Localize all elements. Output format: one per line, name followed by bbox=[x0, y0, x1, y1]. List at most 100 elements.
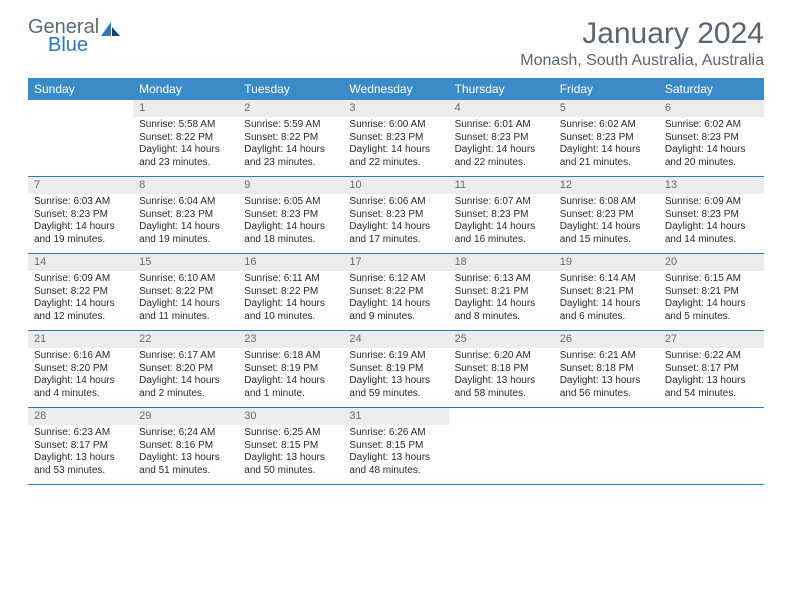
sunset-text: Sunset: 8:23 PM bbox=[560, 132, 653, 145]
calendar-week-row: 7Sunrise: 6:03 AMSunset: 8:23 PMDaylight… bbox=[28, 177, 764, 254]
calendar-day-cell: 11Sunrise: 6:07 AMSunset: 8:23 PMDayligh… bbox=[449, 177, 554, 253]
calendar-day-cell bbox=[449, 408, 554, 484]
calendar-page: GeneralBlue January 2024 Monash, South A… bbox=[0, 0, 792, 503]
daylight-text-2: and 54 minutes. bbox=[665, 388, 758, 401]
calendar-day-cell: 31Sunrise: 6:26 AMSunset: 8:15 PMDayligh… bbox=[343, 408, 448, 484]
day-number: 24 bbox=[343, 331, 448, 349]
day-number: 5 bbox=[554, 100, 659, 118]
daylight-text-2: and 22 minutes. bbox=[455, 157, 548, 170]
day-number: 7 bbox=[28, 177, 133, 195]
calendar-week-row: 1Sunrise: 5:58 AMSunset: 8:22 PMDaylight… bbox=[28, 100, 764, 177]
daylight-text-2: and 11 minutes. bbox=[139, 311, 232, 324]
sunrise-text: Sunrise: 6:15 AM bbox=[665, 273, 758, 286]
daylight-text-2: and 58 minutes. bbox=[455, 388, 548, 401]
daylight-text: Daylight: 14 hours bbox=[34, 221, 127, 234]
calendar-day-cell: 16Sunrise: 6:11 AMSunset: 8:22 PMDayligh… bbox=[238, 254, 343, 330]
daylight-text-2: and 4 minutes. bbox=[34, 388, 127, 401]
day-number: 26 bbox=[554, 331, 659, 349]
sunrise-text: Sunrise: 6:21 AM bbox=[560, 350, 653, 363]
sunrise-text: Sunrise: 6:14 AM bbox=[560, 273, 653, 286]
sunrise-text: Sunrise: 6:23 AM bbox=[34, 427, 127, 440]
calendar-day-cell bbox=[659, 408, 764, 484]
calendar-week-row: 28Sunrise: 6:23 AMSunset: 8:17 PMDayligh… bbox=[28, 408, 764, 485]
sunrise-text: Sunrise: 6:04 AM bbox=[139, 196, 232, 209]
sunrise-text: Sunrise: 6:09 AM bbox=[665, 196, 758, 209]
sunset-text: Sunset: 8:18 PM bbox=[560, 363, 653, 376]
day-details: Sunrise: 6:14 AMSunset: 8:21 PMDaylight:… bbox=[554, 271, 659, 329]
daylight-text-2: and 14 minutes. bbox=[665, 234, 758, 247]
day-number: 16 bbox=[238, 254, 343, 272]
sunrise-text: Sunrise: 6:01 AM bbox=[455, 119, 548, 132]
daylight-text: Daylight: 14 hours bbox=[349, 144, 442, 157]
calendar-day-cell: 14Sunrise: 6:09 AMSunset: 8:22 PMDayligh… bbox=[28, 254, 133, 330]
daylight-text: Daylight: 14 hours bbox=[244, 375, 337, 388]
daylight-text: Daylight: 14 hours bbox=[139, 375, 232, 388]
sunset-text: Sunset: 8:16 PM bbox=[139, 440, 232, 453]
daylight-text-2: and 53 minutes. bbox=[34, 465, 127, 478]
daylight-text-2: and 51 minutes. bbox=[139, 465, 232, 478]
sunrise-text: Sunrise: 6:07 AM bbox=[455, 196, 548, 209]
sunrise-text: Sunrise: 6:12 AM bbox=[349, 273, 442, 286]
logo: GeneralBlue bbox=[28, 18, 122, 55]
daylight-text: Daylight: 14 hours bbox=[244, 221, 337, 234]
calendar-day-cell: 20Sunrise: 6:15 AMSunset: 8:21 PMDayligh… bbox=[659, 254, 764, 330]
sunrise-text: Sunrise: 6:17 AM bbox=[139, 350, 232, 363]
calendar-day-cell: 18Sunrise: 6:13 AMSunset: 8:21 PMDayligh… bbox=[449, 254, 554, 330]
day-number: 3 bbox=[343, 100, 448, 118]
daylight-text: Daylight: 14 hours bbox=[560, 221, 653, 234]
calendar-day-cell: 19Sunrise: 6:14 AMSunset: 8:21 PMDayligh… bbox=[554, 254, 659, 330]
location-text: Monash, South Australia, Australia bbox=[520, 52, 764, 70]
daylight-text: Daylight: 13 hours bbox=[349, 452, 442, 465]
daylight-text-2: and 19 minutes. bbox=[34, 234, 127, 247]
day-details: Sunrise: 6:18 AMSunset: 8:19 PMDaylight:… bbox=[238, 348, 343, 406]
calendar-day-cell: 9Sunrise: 6:05 AMSunset: 8:23 PMDaylight… bbox=[238, 177, 343, 253]
daylight-text-2: and 6 minutes. bbox=[560, 311, 653, 324]
day-details: Sunrise: 6:21 AMSunset: 8:18 PMDaylight:… bbox=[554, 348, 659, 406]
daylight-text: Daylight: 13 hours bbox=[455, 375, 548, 388]
sunrise-text: Sunrise: 6:03 AM bbox=[34, 196, 127, 209]
day-details: Sunrise: 6:16 AMSunset: 8:20 PMDaylight:… bbox=[28, 348, 133, 406]
daylight-text: Daylight: 13 hours bbox=[665, 375, 758, 388]
calendar-day-cell bbox=[554, 408, 659, 484]
day-details: Sunrise: 6:12 AMSunset: 8:22 PMDaylight:… bbox=[343, 271, 448, 329]
sunset-text: Sunset: 8:20 PM bbox=[139, 363, 232, 376]
weekday-header: Saturday bbox=[659, 78, 764, 100]
daylight-text-2: and 18 minutes. bbox=[244, 234, 337, 247]
sunset-text: Sunset: 8:23 PM bbox=[560, 209, 653, 222]
day-details: Sunrise: 6:03 AMSunset: 8:23 PMDaylight:… bbox=[28, 194, 133, 252]
day-number: 31 bbox=[343, 408, 448, 426]
day-details: Sunrise: 6:26 AMSunset: 8:15 PMDaylight:… bbox=[343, 425, 448, 483]
sunset-text: Sunset: 8:20 PM bbox=[34, 363, 127, 376]
weekday-header-row: Sunday Monday Tuesday Wednesday Thursday… bbox=[28, 78, 764, 100]
sunrise-text: Sunrise: 6:08 AM bbox=[560, 196, 653, 209]
day-number: 1 bbox=[133, 100, 238, 118]
sunset-text: Sunset: 8:23 PM bbox=[665, 209, 758, 222]
sunrise-text: Sunrise: 6:16 AM bbox=[34, 350, 127, 363]
sunrise-text: Sunrise: 6:05 AM bbox=[244, 196, 337, 209]
daylight-text-2: and 23 minutes. bbox=[244, 157, 337, 170]
day-details: Sunrise: 6:11 AMSunset: 8:22 PMDaylight:… bbox=[238, 271, 343, 329]
calendar-day-cell: 22Sunrise: 6:17 AMSunset: 8:20 PMDayligh… bbox=[133, 331, 238, 407]
day-details: Sunrise: 6:00 AMSunset: 8:23 PMDaylight:… bbox=[343, 117, 448, 175]
sunset-text: Sunset: 8:19 PM bbox=[349, 363, 442, 376]
sunset-text: Sunset: 8:23 PM bbox=[139, 209, 232, 222]
daylight-text-2: and 9 minutes. bbox=[349, 311, 442, 324]
day-details: Sunrise: 6:08 AMSunset: 8:23 PMDaylight:… bbox=[554, 194, 659, 252]
calendar-day-cell: 17Sunrise: 6:12 AMSunset: 8:22 PMDayligh… bbox=[343, 254, 448, 330]
sunrise-text: Sunrise: 6:25 AM bbox=[244, 427, 337, 440]
sunset-text: Sunset: 8:21 PM bbox=[665, 286, 758, 299]
sunset-text: Sunset: 8:21 PM bbox=[455, 286, 548, 299]
day-number: 19 bbox=[554, 254, 659, 272]
daylight-text: Daylight: 14 hours bbox=[455, 298, 548, 311]
sunrise-text: Sunrise: 5:58 AM bbox=[139, 119, 232, 132]
calendar-week-row: 21Sunrise: 6:16 AMSunset: 8:20 PMDayligh… bbox=[28, 331, 764, 408]
day-number: 28 bbox=[28, 408, 133, 426]
day-details: Sunrise: 6:04 AMSunset: 8:23 PMDaylight:… bbox=[133, 194, 238, 252]
day-number: 6 bbox=[659, 100, 764, 118]
daylight-text-2: and 23 minutes. bbox=[139, 157, 232, 170]
calendar-day-cell: 5Sunrise: 6:02 AMSunset: 8:23 PMDaylight… bbox=[554, 100, 659, 176]
sunset-text: Sunset: 8:23 PM bbox=[244, 209, 337, 222]
daylight-text: Daylight: 14 hours bbox=[455, 221, 548, 234]
sunrise-text: Sunrise: 6:24 AM bbox=[139, 427, 232, 440]
daylight-text: Daylight: 13 hours bbox=[349, 375, 442, 388]
